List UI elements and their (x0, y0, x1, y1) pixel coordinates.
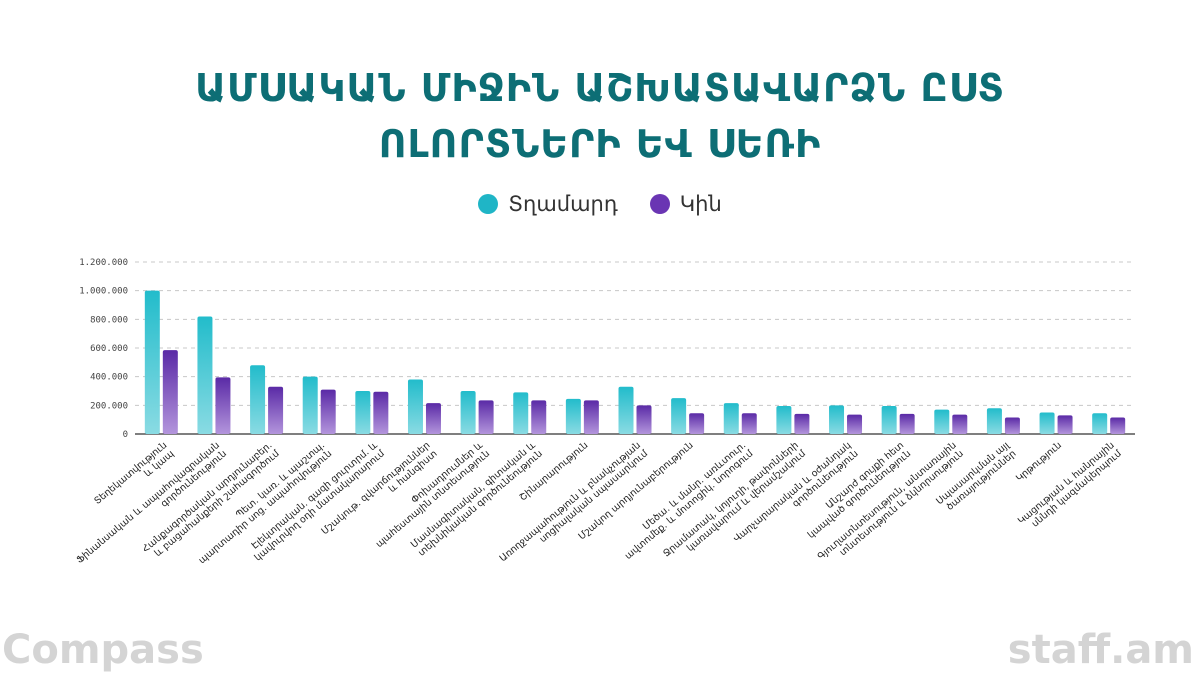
y-tick-label: 800.000 (90, 315, 128, 325)
staff-am-logo: staff.am (1007, 627, 1194, 673)
bar-women (899, 413, 915, 434)
bar-women (636, 405, 652, 434)
bar-men (302, 376, 318, 434)
x-category-label: Կրթություն (1014, 440, 1064, 484)
x-category-label: Կացության և հանրայինսննդի կազմակերպում (1016, 439, 1124, 535)
bar-men (565, 398, 581, 434)
legend-swatch-women (649, 194, 670, 214)
bar-women (1004, 417, 1020, 434)
bar-women (373, 391, 389, 434)
legend-label-women: Կին (679, 192, 722, 216)
bar-men (513, 392, 529, 434)
bar-men (197, 316, 213, 434)
bar-women (847, 414, 863, 434)
bar-women (689, 413, 705, 434)
bar-men (1092, 413, 1108, 434)
y-tick-label: 600.000 (90, 344, 128, 354)
legend-item-women: Կին (649, 192, 722, 216)
y-tick-label: 400.000 (90, 373, 128, 383)
bar-men (776, 406, 792, 434)
bar-women (162, 350, 178, 434)
y-tick-label: 200.000 (90, 401, 128, 411)
bar-women (952, 414, 968, 434)
chart-title: ԱՄՍԱԿԱՆ ՄԻՋԻՆ ԱՇԽԱՏԱՎԱՐՁՆ ԸՍՏ ՈԼՈՐՏՆԵՐԻ … (0, 60, 1200, 172)
bar-men (934, 409, 950, 434)
chart-title-line-1: ԱՄՍԱԿԱՆ ՄԻՋԻՆ ԱՇԽԱՏԱՎԱՐՁՆ ԸՍՏ (195, 66, 1005, 110)
bar-women (478, 400, 494, 434)
bar-men (986, 408, 1002, 434)
chart-legend: Տղամարդ Կին (0, 192, 1200, 216)
compass-logo: Compass (2, 627, 204, 673)
y-tick-label: 1.000.000 (79, 287, 128, 297)
legend-label-men: Տղամարդ (508, 192, 618, 216)
chart-title-line-2: ՈԼՈՐՏՆԵՐԻ ԵՎ ՍԵՌԻ (378, 122, 822, 166)
bar-men (460, 391, 476, 434)
legend-swatch-men (478, 194, 499, 214)
bar-women (794, 413, 810, 434)
bar-men (723, 403, 739, 434)
bar-women (1110, 417, 1126, 434)
y-tick-label: 0 (123, 430, 128, 440)
bar-men (1039, 412, 1055, 434)
bar-women (1057, 415, 1073, 434)
bar-men (829, 405, 845, 434)
bar-men (407, 379, 423, 434)
legend-item-men: Տղամարդ (478, 192, 618, 216)
y-tick-label: 1.200.000 (79, 258, 128, 268)
bar-men (144, 290, 160, 434)
bar-women (741, 413, 757, 434)
bar-men (671, 398, 687, 434)
bar-women (531, 400, 547, 434)
bar-men (250, 365, 266, 434)
bar-men (618, 386, 634, 434)
bar-men (355, 391, 371, 434)
bar-men (881, 406, 897, 434)
bar-women (320, 389, 336, 434)
bar-women (268, 386, 284, 434)
bar-women (215, 377, 231, 434)
bar-women (425, 403, 441, 434)
bar-women (583, 400, 599, 434)
